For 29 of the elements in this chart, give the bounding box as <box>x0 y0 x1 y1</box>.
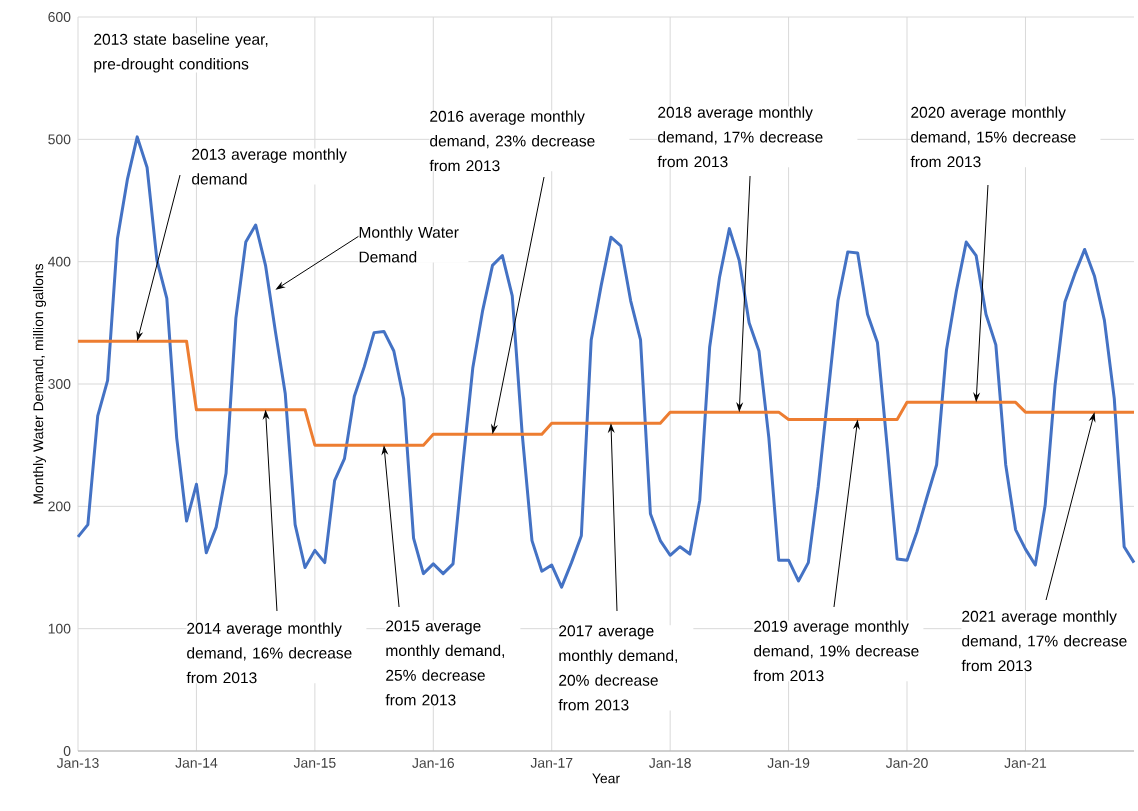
annotation: 2017 average monthly demand, 20% decrease from 2013 <box>558 625 677 711</box>
x-tick-label: Jan-19 <box>767 758 810 768</box>
y-tick-label: 400 <box>48 256 71 267</box>
y-axis-title: Monthly Water Demand, million gallons <box>33 263 47 504</box>
annotation: 2013 average monthly demand <box>192 148 347 185</box>
x-axis-title: Year <box>592 773 620 784</box>
annotation: Monthly Water Demand <box>359 226 459 263</box>
x-tick-label: Jan-21 <box>1004 758 1047 768</box>
x-tick-label: Jan-13 <box>56 758 99 768</box>
y-tick-label: 0 <box>63 746 71 756</box>
x-tick-label: Jan-14 <box>175 758 218 768</box>
x-tick-label: Jan-16 <box>412 758 454 768</box>
annotation: 2021 average monthly demand, 17% decrease from 2013 <box>961 610 1127 672</box>
x-tick-label: Jan-15 <box>293 758 336 768</box>
y-tick-label: 600 <box>48 12 71 22</box>
x-tick-label: Jan-18 <box>649 758 691 768</box>
x-tick-label: Jan-20 <box>885 758 928 768</box>
annotation: 2013 state baseline year, pre-drought conditions <box>94 33 268 73</box>
x-tick-label: Jan-17 <box>530 758 573 768</box>
y-tick-label: 200 <box>48 501 71 512</box>
annotation: 2020 average monthly demand, 15% decrease from 2013 <box>910 106 1076 168</box>
annotation: 2019 average monthly demand, 19% decrease from 2013 <box>753 620 919 682</box>
y-tick-label: 500 <box>48 134 71 145</box>
y-tick-label: 100 <box>48 623 71 634</box>
annotation: 2016 average monthly demand, 23% decrease from 2013 <box>429 110 595 172</box>
annotation: 2015 average monthly demand, 25% decrease from 2013 <box>385 620 505 706</box>
annotation: 2018 average monthly demand, 17% decrease from 2013 <box>657 106 823 168</box>
annotation: 2014 average monthly demand, 16% decrease from 2013 <box>186 622 352 684</box>
y-tick-label: 300 <box>48 379 71 389</box>
